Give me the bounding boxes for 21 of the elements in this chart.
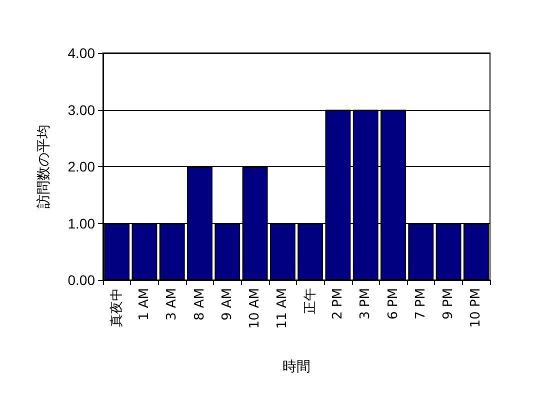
y-tick-label: 4.00 bbox=[68, 45, 96, 61]
x-tick-label: 11 AM bbox=[275, 288, 290, 329]
y-tick-label: 1.00 bbox=[68, 215, 96, 232]
x-tick-label: 3 PM bbox=[358, 288, 374, 320]
x-tick-label: 1 AM bbox=[136, 288, 152, 321]
x-tick-label: 3 AM bbox=[164, 288, 180, 321]
x-tick-label: 6 PM bbox=[386, 288, 401, 320]
y-tick-label: 3.00 bbox=[68, 102, 96, 118]
x-tick-label: 7 PM bbox=[413, 288, 428, 320]
x-tick-label: 9 AM bbox=[220, 288, 235, 321]
x-tick-label: 10 PM bbox=[468, 288, 484, 328]
x-tick-label: 正午 bbox=[302, 288, 318, 314]
y-tick-label: 0.00 bbox=[68, 272, 96, 288]
x-tick-label: 真夜中 bbox=[108, 288, 124, 327]
x-axis-title: 時間 bbox=[282, 359, 310, 375]
x-tick-label: 9 PM bbox=[441, 288, 456, 320]
x-tick-label: 10 AM bbox=[248, 288, 263, 329]
y-axis-title: 訪問数の平均 bbox=[36, 124, 52, 208]
x-tick-label: 8 AM bbox=[192, 288, 208, 321]
y-tick-label: 2.00 bbox=[68, 158, 96, 174]
x-tick-label: 2 PM bbox=[330, 288, 346, 320]
